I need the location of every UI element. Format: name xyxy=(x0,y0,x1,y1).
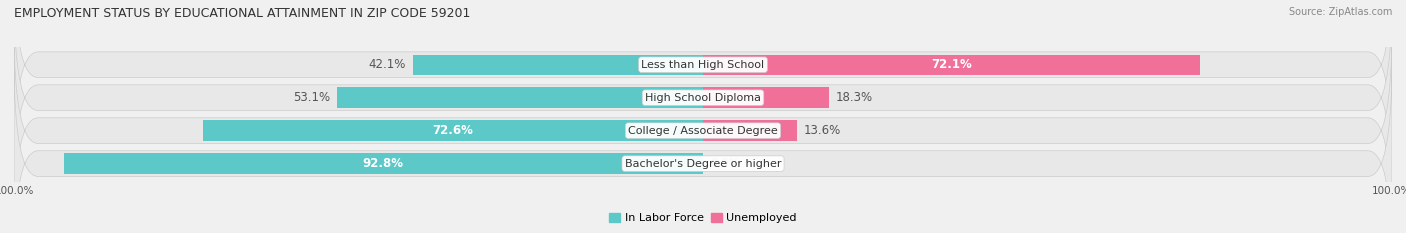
Legend: In Labor Force, Unemployed: In Labor Force, Unemployed xyxy=(605,208,801,228)
Bar xyxy=(703,120,797,141)
Bar xyxy=(202,120,703,141)
Text: 18.3%: 18.3% xyxy=(837,91,873,104)
Text: 53.1%: 53.1% xyxy=(294,91,330,104)
Bar xyxy=(337,87,703,108)
Text: 42.1%: 42.1% xyxy=(368,58,406,71)
Text: EMPLOYMENT STATUS BY EDUCATIONAL ATTAINMENT IN ZIP CODE 59201: EMPLOYMENT STATUS BY EDUCATIONAL ATTAINM… xyxy=(14,7,471,20)
Bar xyxy=(63,153,703,174)
Text: Less than High School: Less than High School xyxy=(641,60,765,70)
Text: 92.8%: 92.8% xyxy=(363,157,404,170)
Text: High School Diploma: High School Diploma xyxy=(645,93,761,103)
Text: 72.6%: 72.6% xyxy=(433,124,474,137)
Bar xyxy=(413,55,703,75)
Bar xyxy=(703,55,1199,75)
FancyBboxPatch shape xyxy=(14,61,1392,233)
FancyBboxPatch shape xyxy=(14,0,1392,200)
Text: 13.6%: 13.6% xyxy=(804,124,841,137)
FancyBboxPatch shape xyxy=(14,28,1392,233)
Bar xyxy=(703,87,830,108)
Text: 72.1%: 72.1% xyxy=(931,58,972,71)
Text: Source: ZipAtlas.com: Source: ZipAtlas.com xyxy=(1288,7,1392,17)
FancyBboxPatch shape xyxy=(14,0,1392,167)
Text: College / Associate Degree: College / Associate Degree xyxy=(628,126,778,136)
Text: 0.0%: 0.0% xyxy=(710,157,740,170)
Text: Bachelor's Degree or higher: Bachelor's Degree or higher xyxy=(624,159,782,169)
